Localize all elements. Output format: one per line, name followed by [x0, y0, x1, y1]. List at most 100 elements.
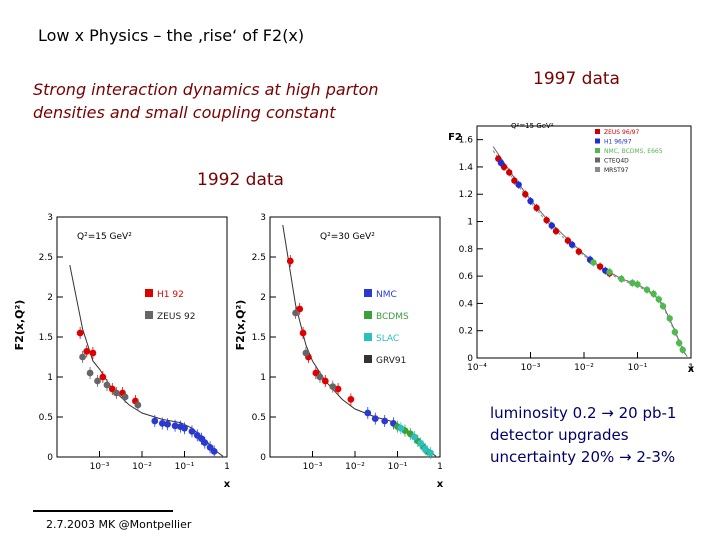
- legend-swatch: [595, 138, 600, 144]
- y-tick-label: 1.5: [39, 333, 53, 343]
- data-point: [552, 227, 560, 235]
- y-tick-label: 1: [260, 373, 266, 383]
- data-point: [292, 309, 299, 317]
- data-point: [411, 433, 418, 441]
- legend-entry: NMC: [376, 290, 397, 300]
- y-tick-label: 2: [47, 293, 53, 303]
- legend-swatch: [364, 333, 372, 341]
- q2-annotation: Q²=15 GeV²: [77, 232, 132, 242]
- data-point: [79, 353, 86, 361]
- data-point: [329, 383, 337, 390]
- data-point: [590, 259, 597, 266]
- data-point: [527, 197, 534, 205]
- improvement-notes: luminosity 0.2 → 20 pb-1 detector upgrad…: [490, 402, 676, 468]
- legend-swatch: [364, 355, 372, 363]
- legend-swatch: [145, 289, 153, 297]
- data-point: [86, 369, 94, 377]
- y-tick-label: 0.5: [252, 413, 266, 423]
- y-axis-label: F2(x,Q²): [234, 300, 247, 351]
- data-point: [606, 268, 613, 276]
- legend-entry: H1 92: [157, 290, 184, 300]
- footer-text: 2.7.2003 MK @Montpellier: [46, 518, 192, 531]
- legend-entry: MRST97: [604, 167, 629, 174]
- data-point: [113, 389, 120, 397]
- x-tick-label: 1: [437, 462, 443, 472]
- data-point: [671, 328, 679, 336]
- q2-annotation: Q²=30 GeV²: [320, 232, 375, 242]
- data-point: [151, 417, 159, 425]
- data-point: [548, 222, 555, 229]
- x-tick-label: 10⁻³: [303, 462, 323, 472]
- theory-curve: [492, 146, 688, 357]
- chart-1992-q2-15: 10⁻³ 10⁻² 10⁻¹ 1 0 0.5 1 1.5 2 2.5 3 F2(x,Q²) x Q²=15…: [13, 213, 231, 490]
- chart-1997-f2: 10⁻⁴ 10⁻³ 10⁻² 10⁻¹ 1 0 0.2 0.4 0.6 0.8 1 1.2 1.4 1.6…: [448, 122, 695, 375]
- theory-curve: [492, 150, 688, 357]
- x-axis-label: x: [437, 479, 444, 490]
- note-luminosity: luminosity 0.2 → 20 pb-1: [490, 404, 677, 422]
- data-point: [564, 237, 572, 244]
- plot-frame: [56, 216, 228, 458]
- y-tick-label: 1.5: [252, 333, 266, 343]
- data-point: [371, 415, 379, 422]
- legend-swatch: [145, 311, 153, 319]
- y-tick-label: 0.8: [459, 245, 474, 255]
- data-point: [497, 159, 505, 167]
- y-tick-label: 0: [260, 453, 266, 463]
- data-point: [364, 409, 372, 417]
- y-tick-label: 3: [47, 213, 53, 223]
- subtitle-line: densities and small coupling constant: [33, 103, 336, 122]
- data-point: [655, 296, 662, 303]
- note-detector: detector upgrades: [490, 426, 629, 444]
- legend-swatch: [595, 157, 600, 163]
- legend-entry: SLAC: [376, 334, 399, 344]
- y-tick-label: 1.2: [459, 190, 473, 200]
- data-point: [522, 191, 529, 198]
- data-point: [397, 424, 405, 432]
- legend-entry: CTEQ4D: [604, 158, 629, 165]
- data-point: [659, 302, 667, 310]
- x-tick-label: 10⁻²: [132, 462, 152, 472]
- y-tick-label: 0.5: [39, 413, 53, 423]
- note-uncertainty: uncertainty 20% → 2-3%: [490, 448, 676, 466]
- label-1997-data: 1997 data: [533, 69, 620, 89]
- data-point: [188, 428, 196, 435]
- y-tick-label: 1: [467, 218, 473, 228]
- x-tick-label: 10⁻²: [345, 462, 365, 472]
- x-axis-label: x: [224, 479, 231, 490]
- data-point: [421, 445, 429, 453]
- slide-subtitle: Strong interaction dynamics at high part…: [33, 78, 379, 124]
- y-axis-label: F2(x,Q²): [13, 300, 26, 351]
- data-point: [629, 279, 636, 287]
- data-point: [666, 315, 673, 322]
- data-point: [679, 346, 686, 354]
- data-point: [76, 329, 84, 337]
- x-tick-label: 1: [688, 363, 694, 373]
- data-point: [103, 381, 111, 389]
- legend-entry: BCDMS: [376, 312, 409, 322]
- data-point: [643, 286, 651, 293]
- q2-annotation: Q²=15 GeV²: [511, 122, 554, 130]
- y-tick-label: 2: [260, 293, 266, 303]
- data-point: [634, 281, 641, 288]
- data-point: [121, 393, 129, 401]
- plot-frame: [269, 216, 441, 458]
- legend-swatch: [364, 289, 372, 297]
- data-point: [543, 216, 550, 224]
- theory-curve: [282, 224, 437, 457]
- data-point: [427, 449, 434, 457]
- y-axis-label: F2: [448, 132, 462, 143]
- y-tick-label: 0: [47, 453, 53, 463]
- data-point: [533, 204, 540, 212]
- legend-entry: GRV91: [376, 356, 406, 366]
- data-point: [568, 241, 576, 248]
- data-point: [321, 377, 329, 385]
- subtitle-line: Strong interaction dynamics at high part…: [33, 80, 379, 99]
- legend-entry: ZEUS 96/97: [604, 129, 639, 136]
- data-point: [94, 377, 101, 385]
- x-tick-label: 10⁻⁴: [467, 363, 487, 373]
- x-tick-label: 10⁻³: [90, 462, 110, 472]
- x-tick-label: 1: [224, 462, 230, 472]
- y-tick-label: 2.5: [39, 253, 53, 263]
- footer-divider: [33, 510, 173, 512]
- data-point: [316, 373, 324, 381]
